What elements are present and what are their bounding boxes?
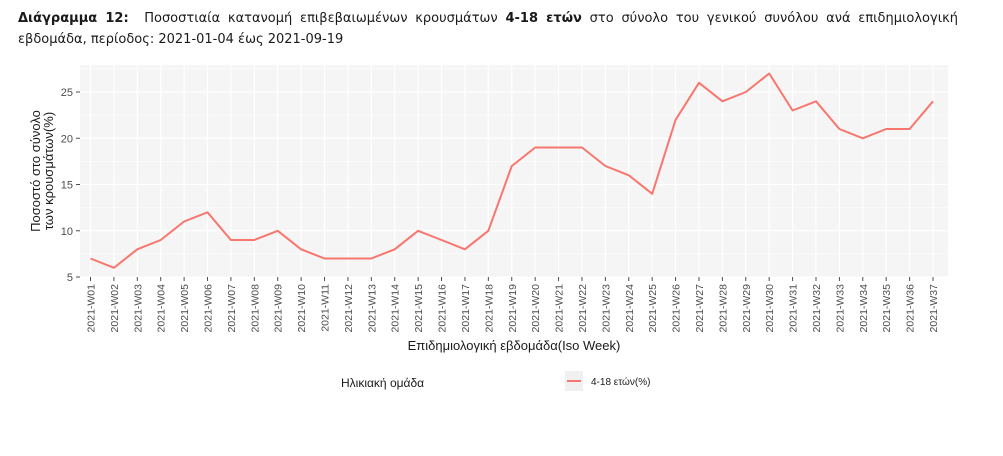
series-line-4-18 [90, 72, 934, 269]
x-tick-label: 2021-W23 [600, 284, 612, 333]
x-tick-label: 2021-W15 [413, 284, 425, 333]
x-tick-label: 2021-W16 [437, 284, 449, 333]
caption-text-pre: Ποσοστιαία κατανομή επιβεβαιωμένων κρουσ… [144, 11, 498, 26]
x-tick-label: 2021-W10 [296, 284, 308, 333]
x-tick-label: 2021-W04 [156, 284, 168, 333]
x-tick-label: 2021-W12 [343, 284, 355, 333]
x-tick-label: 2021-W21 [554, 284, 566, 333]
y-axis-title: Ποσοστό στο σύνολο των κρουσμάτων(%) [28, 110, 56, 232]
x-tick-label: 2021-W05 [179, 284, 191, 333]
y-axis: 5 10 15 20 25 [61, 87, 80, 284]
grid-lines [80, 65, 948, 278]
x-tick-label: 2021-W25 [647, 284, 659, 333]
x-tick-label: 2021-W17 [460, 284, 472, 333]
x-tick-label: 2021-W01 [86, 284, 98, 333]
x-tick-label: 2021-W13 [366, 284, 378, 333]
legend-label: 4-18 ετών(%) [591, 376, 650, 388]
x-tick-label: 2021-W31 [788, 284, 800, 333]
x-tick-label: 2021-W35 [881, 284, 893, 333]
caption-age-group: 4-18 ετών [505, 11, 582, 26]
x-tick-label: 2021-W07 [226, 284, 238, 333]
y-tick-label: 10 [61, 226, 73, 238]
x-tick-label: 2021-W03 [132, 284, 144, 333]
x-tick-label: 2021-W29 [741, 284, 753, 333]
y-tick-label: 15 [61, 180, 73, 192]
x-tick-label: 2021-W19 [507, 284, 519, 333]
x-tick-label: 2021-W11 [320, 284, 332, 332]
x-tick-label: 2021-W02 [109, 284, 121, 333]
x-tick-label: 2021-W22 [577, 284, 589, 333]
caption-text-post: στο σύνολο του γενικού συνόλου ανά επιδη… [18, 11, 959, 47]
legend-title: Ηλικιακή ομάδα [341, 376, 424, 390]
y-tick-label: 25 [61, 87, 73, 99]
y-tick-label: 20 [61, 133, 73, 145]
x-tick-label: 2021-W08 [249, 284, 261, 333]
x-axis: 2021-W01 2021-W02 2021-W03 2021-W04 2021-W05… [86, 277, 940, 333]
x-tick-label: 2021-W06 [203, 284, 215, 333]
y-axis-title-line1: Ποσοστό στο σύνολο [28, 110, 43, 232]
legend: Ηλικιακή ομάδα 4-18 ετών(%) [341, 371, 650, 391]
x-tick-label: 2021-W33 [834, 284, 846, 333]
x-tick-label: 2021-W36 [905, 284, 917, 333]
plot-panel [80, 65, 948, 277]
y-tick-label: 5 [67, 272, 73, 284]
x-tick-label: 2021-W34 [858, 284, 870, 333]
x-tick-label: 2021-W32 [811, 284, 823, 333]
caption-label: Διάγραμμα 12: [18, 11, 129, 26]
x-tick-label: 2021-W26 [671, 284, 683, 333]
y-axis-title-line2: των κρουσμάτων(%) [41, 112, 56, 230]
x-axis-title: Επιδημιολογική εβδομάδα(Iso Week) [408, 338, 621, 353]
x-tick-label: 2021-W18 [483, 284, 495, 333]
x-tick-label: 2021-W30 [764, 284, 776, 333]
x-tick-label: 2021-W20 [530, 284, 542, 333]
x-tick-label: 2021-W28 [717, 284, 729, 333]
x-tick-label: 2021-W09 [273, 284, 285, 333]
chart-caption: Διάγραμμα 12: Ποσοστιαία κατανομή επιβεβ… [18, 8, 958, 50]
x-tick-label: 2021-W14 [390, 284, 402, 333]
x-tick-label: 2021-W37 [928, 284, 940, 333]
x-tick-label: 2021-W24 [624, 284, 636, 333]
x-tick-label: 2021-W27 [694, 284, 706, 333]
